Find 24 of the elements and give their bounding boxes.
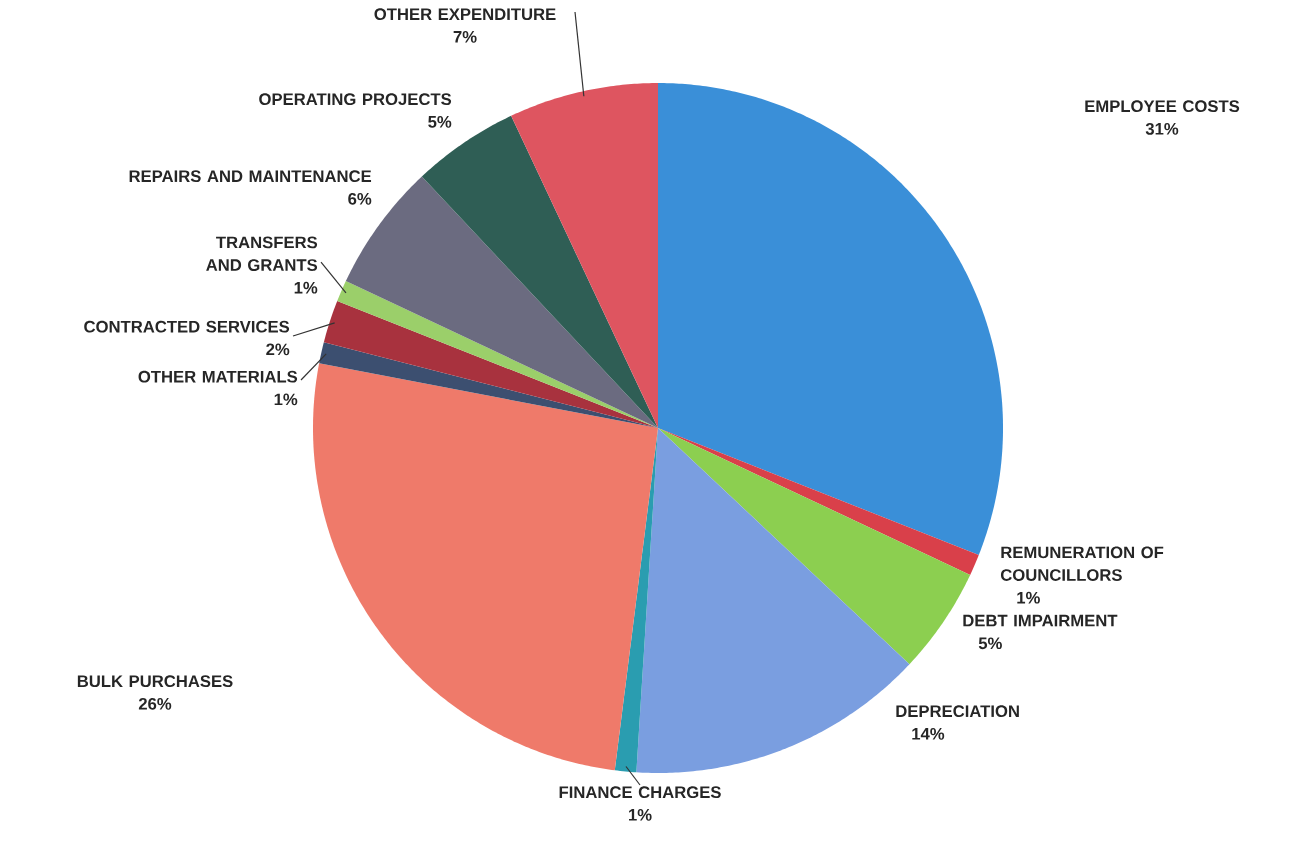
- data-label: 1%: [629, 808, 652, 821]
- slice-label: FINANCE CHARGES: [559, 786, 721, 799]
- slice-label: DEBT IMPAIRMENT: [963, 614, 1118, 627]
- slice-label: REPAIRS AND MAINTENANCE: [129, 170, 372, 183]
- data-label: 6%: [348, 192, 372, 205]
- data-label: 1%: [274, 393, 298, 406]
- data-label: 1%: [294, 281, 318, 294]
- data-label: 2%: [266, 343, 290, 356]
- data-label: 26%: [138, 697, 172, 710]
- data-label: 14%: [912, 727, 945, 740]
- slice-label: CONTRACTED SERVICES: [84, 320, 290, 333]
- slice-label: EMPLOYEE COSTS: [1085, 100, 1240, 113]
- slice-label: DEPRECIATION: [896, 705, 1019, 718]
- data-label: 1%: [1017, 591, 1040, 604]
- slice-label: OTHER MATERIALS: [138, 370, 298, 383]
- data-label: 7%: [453, 30, 477, 43]
- slice-label: OTHER EXPENDITURE: [374, 8, 556, 21]
- data-label: 31%: [1145, 122, 1179, 135]
- data-label: 5%: [428, 115, 452, 128]
- slice-label: REMUNERATION OF COUNCILLORS: [1000, 546, 1164, 581]
- data-label: 5%: [978, 637, 1002, 650]
- slice-label: TRANSFERS AND GRANTS: [206, 236, 318, 271]
- slice-label: OPERATING PROJECTS: [259, 93, 452, 106]
- slice-label: BULK PURCHASES: [77, 675, 233, 688]
